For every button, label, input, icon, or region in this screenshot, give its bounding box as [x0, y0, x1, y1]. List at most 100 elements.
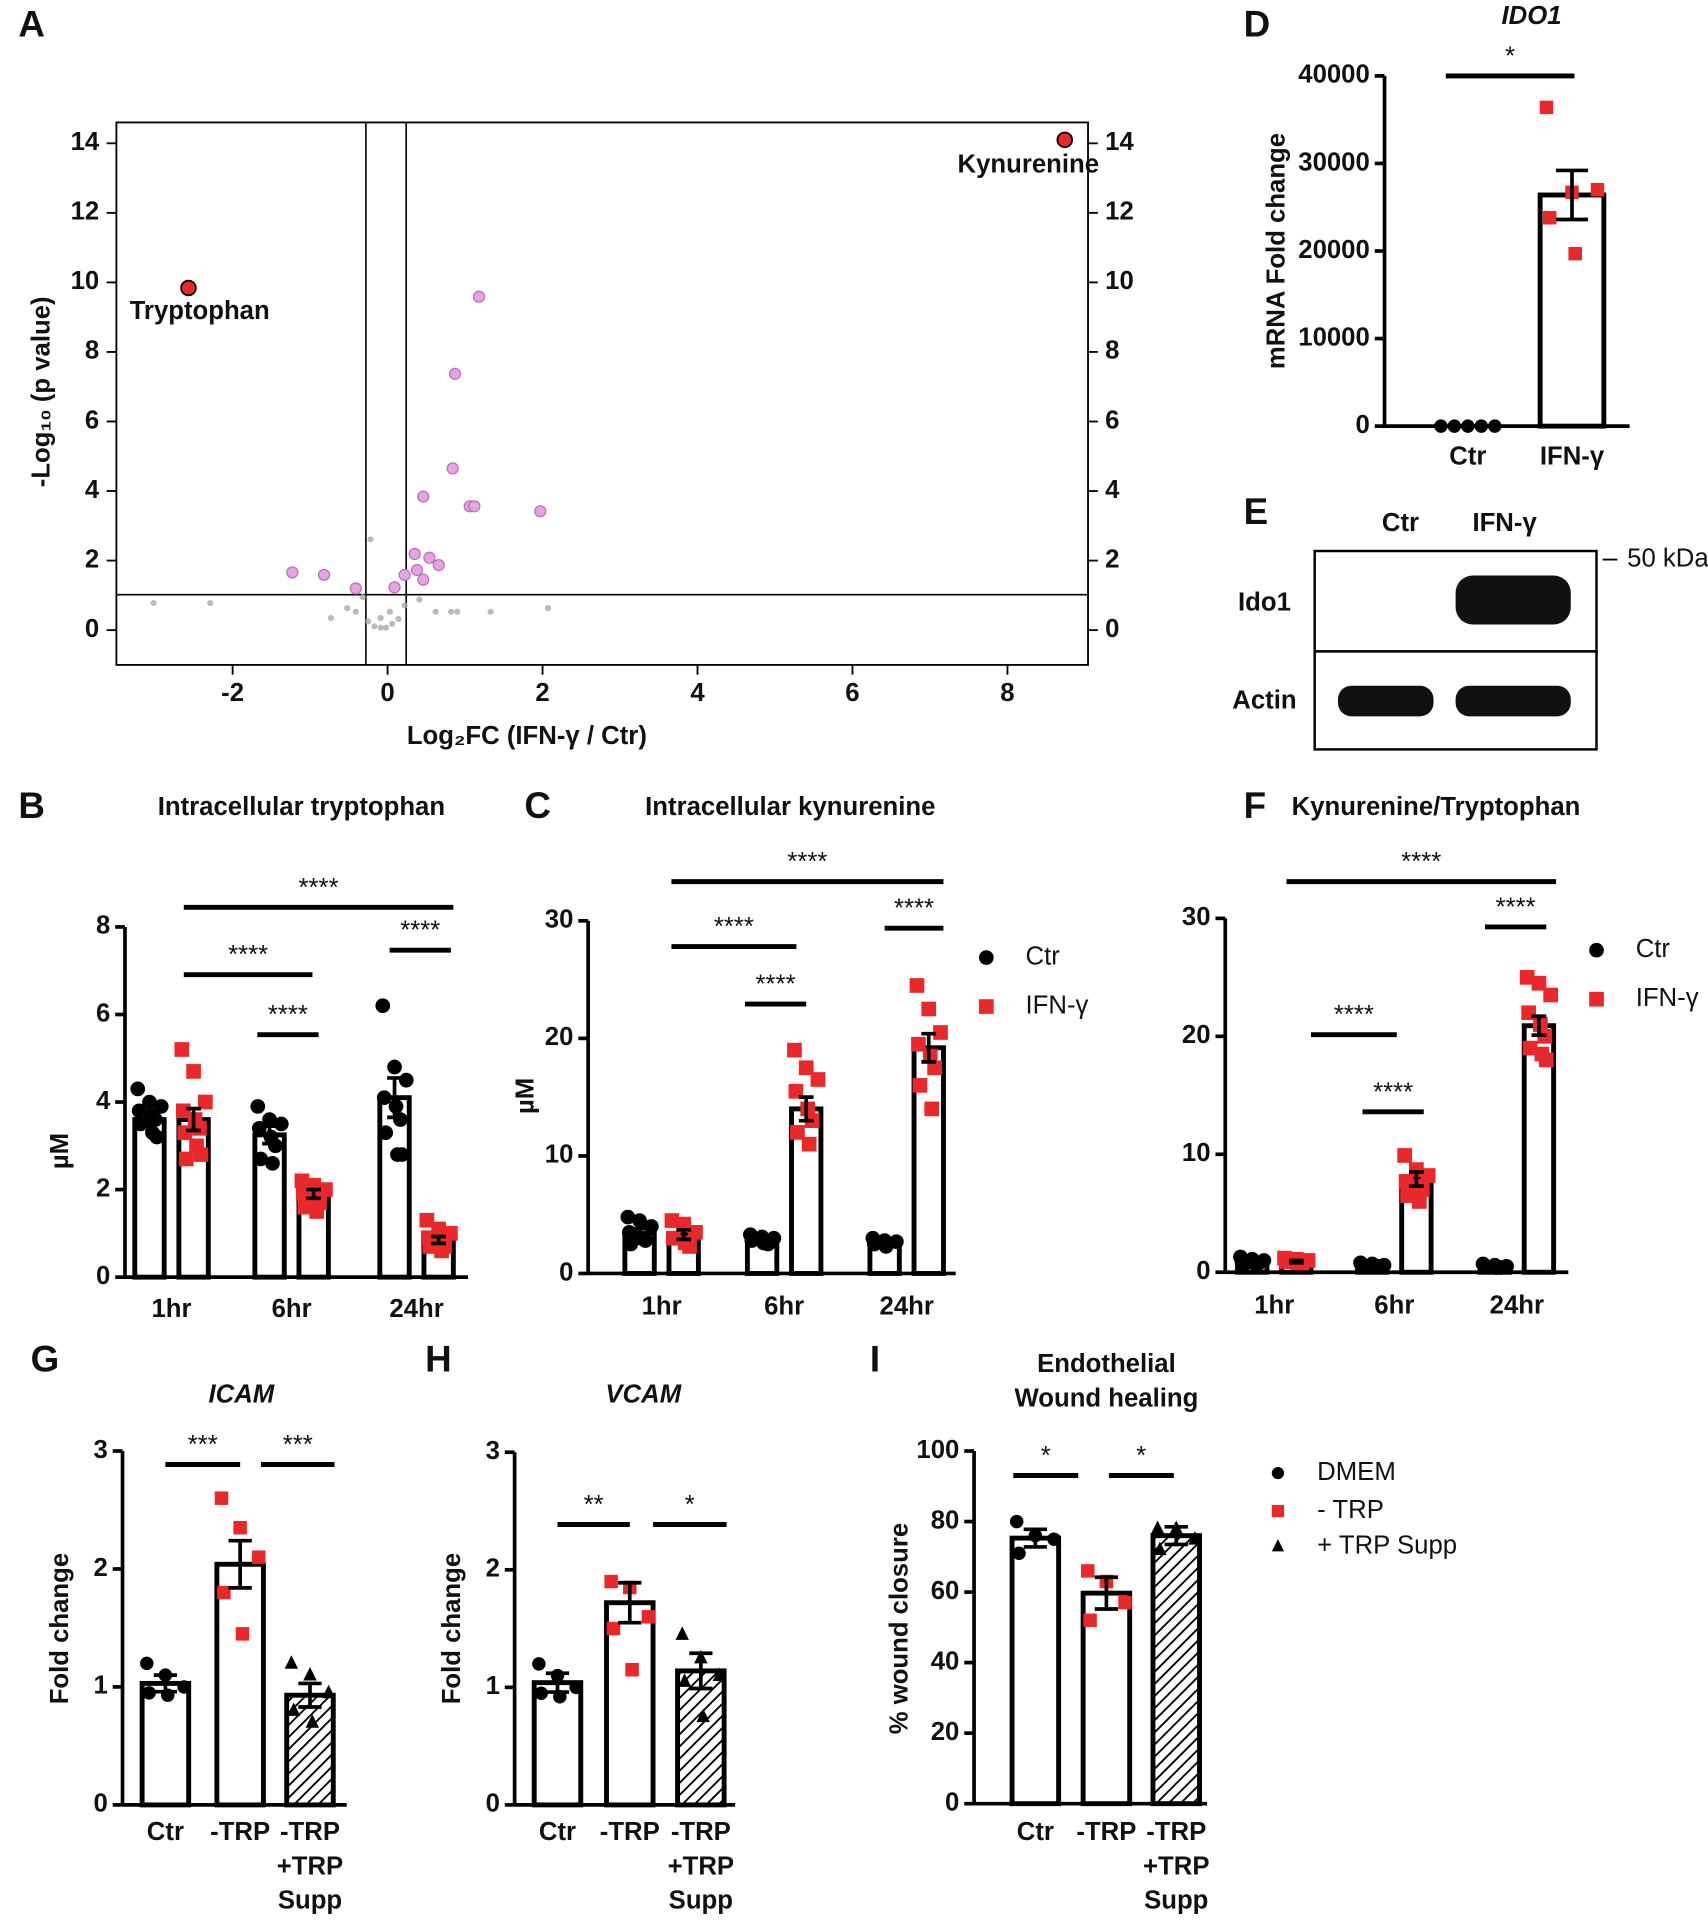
legend-label: Ctr	[1026, 942, 1061, 970]
data-point	[1400, 1188, 1415, 1203]
y-tick-label: 12	[71, 198, 100, 226]
error-bar	[1531, 1014, 1547, 1037]
data-point	[352, 608, 359, 615]
y-tick-label: 1	[94, 1672, 108, 1700]
data-point	[198, 1094, 213, 1110]
x-tick-label: -TRP +TRP Supp	[277, 1818, 343, 1915]
y-tick-label: 60	[931, 1577, 960, 1605]
legend-marker	[1271, 1466, 1285, 1480]
blot-column-label: IFN-γ	[1472, 509, 1537, 537]
data-point	[401, 602, 408, 609]
x-tick-label: 1hr	[152, 1295, 192, 1323]
y-tick-label: 10	[545, 1141, 574, 1169]
data-point	[1278, 1254, 1294, 1269]
x-tick-label: -TRP +TRP Supp	[668, 1818, 734, 1915]
error-bar	[689, 1651, 713, 1691]
bar	[1009, 1535, 1062, 1807]
data-point	[153, 1099, 169, 1114]
data-point	[382, 624, 390, 631]
data-point	[1477, 1259, 1492, 1274]
error-bar	[1556, 168, 1588, 222]
data-point	[911, 1036, 926, 1052]
data-point	[625, 1662, 639, 1677]
error-bar	[298, 1681, 322, 1709]
y-tick-label: 0	[945, 1788, 959, 1816]
y-tick-label: 4	[96, 1087, 111, 1115]
error-bar	[1409, 1170, 1424, 1188]
data-point	[417, 490, 430, 503]
x-tick-label: 6hr	[764, 1293, 804, 1321]
data-point	[251, 1120, 267, 1136]
y-tick-label: 8	[96, 912, 110, 940]
data-point	[675, 1626, 689, 1640]
data-point	[140, 1656, 154, 1671]
panel-label: F	[1244, 785, 1266, 826]
y-tick-label: 20	[1182, 1021, 1211, 1049]
x-tick-label: 1hr	[642, 1293, 682, 1321]
y-tick-label: 2	[96, 1174, 110, 1202]
data-point	[376, 1090, 392, 1106]
y-tick-label: 30000	[1298, 148, 1370, 176]
data-point	[787, 1042, 802, 1058]
legend-label: IFN-γ	[1636, 984, 1699, 1012]
y-tick-label: 20	[545, 1023, 574, 1051]
data-point	[387, 1059, 402, 1075]
data-point	[388, 581, 401, 594]
y-tick-label: 0	[1356, 411, 1370, 439]
significance-label: *	[1136, 1442, 1146, 1470]
blot-band	[1337, 685, 1434, 717]
error-bar	[306, 1187, 322, 1201]
x-tick-label: -TRP	[210, 1818, 270, 1846]
data-point	[419, 1212, 435, 1228]
data-point	[214, 1491, 229, 1505]
data-point	[604, 1574, 618, 1589]
y-tick-label: 0	[486, 1790, 500, 1818]
chart-title: Endothelial	[1037, 1350, 1176, 1378]
data-point	[446, 462, 459, 475]
data-point	[297, 1199, 313, 1215]
data-point	[632, 1213, 647, 1228]
chart-title: IDO1	[1502, 2, 1562, 30]
data-point	[233, 1520, 247, 1535]
significance-label: ****	[228, 941, 268, 969]
y-tick-label: 1	[486, 1672, 500, 1700]
x-tick-label: 6hr	[272, 1295, 312, 1323]
legend-marker	[1589, 942, 1604, 958]
error-bar	[618, 1580, 642, 1625]
data-point	[273, 1116, 289, 1132]
data-point	[235, 1627, 250, 1641]
data-point	[148, 1112, 163, 1127]
y-tick-label: 0	[559, 1258, 573, 1286]
data-point	[434, 1243, 449, 1259]
data-point	[810, 1072, 826, 1087]
y2-tick-label: 2	[1105, 545, 1119, 573]
legend-label: Ctr	[1636, 935, 1671, 963]
y-tick-label: 14	[71, 128, 100, 156]
y-axis-label: -Log₁₀ (p value)	[28, 296, 56, 487]
x-tick-label: 8	[1000, 679, 1014, 707]
error-bar	[1023, 1527, 1047, 1549]
panel-label: E	[1244, 491, 1269, 532]
data-point	[178, 1151, 194, 1167]
data-point	[1531, 975, 1547, 991]
data-point	[788, 1083, 804, 1099]
data-point	[398, 1072, 414, 1088]
y2-tick-label: 6	[1105, 406, 1119, 434]
x-tick-label: -TRP	[600, 1818, 660, 1846]
x-tick-label: 4	[690, 679, 705, 707]
legend-label: + TRP Supp	[1317, 1531, 1457, 1559]
error-bar	[1487, 1263, 1503, 1269]
x-tick-label: -2	[221, 679, 244, 707]
error-bar	[921, 1031, 937, 1064]
data-point	[620, 1209, 636, 1225]
data-point	[389, 620, 396, 627]
chart-title: VCAM	[605, 1381, 681, 1409]
y-tick-label: 6	[96, 999, 110, 1027]
significance-label: ****	[714, 913, 754, 941]
x-tick-label: 24hr	[880, 1293, 934, 1321]
y-tick-label: 8	[85, 337, 99, 365]
data-point	[410, 563, 424, 577]
x-tick-label: Ctr	[1449, 443, 1486, 471]
